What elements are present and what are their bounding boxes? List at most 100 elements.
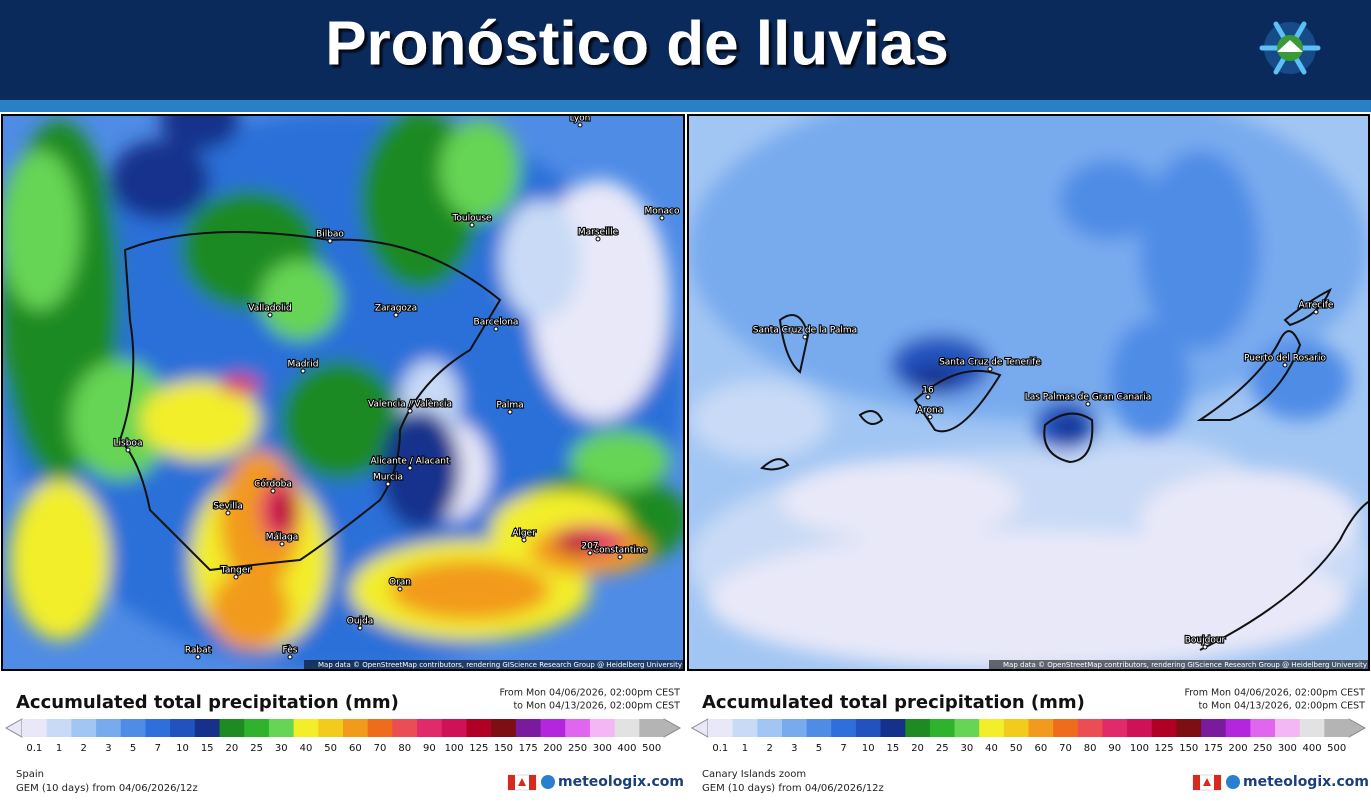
map-label: Tanger	[220, 566, 251, 576]
city-dot	[1313, 309, 1319, 315]
scale-cell	[1299, 719, 1325, 737]
map-label: Madrid	[288, 360, 319, 370]
scale-label: 7	[155, 743, 161, 754]
scale-label: 60	[1034, 743, 1047, 754]
precip-area	[690, 380, 830, 460]
precip-field	[688, 115, 1368, 670]
precip-area	[440, 120, 520, 220]
city-dot	[659, 215, 665, 221]
scale-cell	[905, 719, 931, 737]
scale-label: 0.1	[26, 743, 42, 754]
precip-area	[140, 380, 260, 460]
scale-cell	[268, 719, 295, 737]
scale-label: 50	[324, 743, 337, 754]
map-label: Fès	[283, 645, 298, 656]
scale-label: 25	[250, 743, 263, 754]
scale-cell	[1250, 719, 1276, 737]
scale-cell	[589, 719, 616, 737]
precip-area	[500, 200, 580, 320]
map-label: Valencia / València	[368, 399, 452, 410]
scale-cell	[855, 719, 882, 737]
map-label: Puerto del Rosario	[1244, 354, 1326, 364]
city-dot	[469, 222, 475, 228]
city-dot	[397, 586, 403, 592]
legend-title: Accumulated total precipitation (mm)	[702, 692, 1085, 713]
scale-label: 20	[226, 743, 239, 754]
scale-cell	[145, 719, 171, 737]
city-dot	[587, 550, 593, 556]
scale-cell	[71, 719, 97, 737]
coastline	[118, 231, 502, 572]
scale-label: 150	[1179, 743, 1198, 754]
precip-area	[110, 140, 210, 220]
scale-cell	[1275, 719, 1301, 737]
scale-label: 30	[960, 743, 973, 754]
city-dot	[267, 312, 273, 318]
city-dot	[927, 414, 933, 420]
map-label: Arrecife	[1299, 301, 1334, 311]
scale-cell	[441, 719, 467, 737]
map-label: Málaga	[266, 533, 299, 543]
header-title: Pronóstico de lluvias	[325, 9, 949, 78]
scale-cell	[781, 719, 808, 737]
scale-label: 90	[423, 743, 436, 754]
scale-cell	[1003, 719, 1029, 737]
scale-label: 200	[1229, 743, 1248, 754]
city-dot	[300, 368, 306, 374]
map-credit: Map data © OpenStreetMap contributors, r…	[1003, 661, 1367, 669]
header-strip	[0, 100, 1371, 112]
scale-cell	[194, 719, 221, 737]
city-dot	[1085, 401, 1091, 407]
scale-label: 20	[911, 743, 924, 754]
city-dot	[987, 366, 993, 372]
flag-right	[1214, 775, 1221, 790]
scale-label: 1	[742, 743, 748, 754]
precip-area	[275, 490, 295, 530]
city-dot	[617, 554, 623, 560]
date-from: From Mon 04/06/2026, 02:00pm CEST	[1184, 688, 1365, 699]
scale-label: 250	[1253, 743, 1272, 754]
scale-label: 10	[862, 743, 875, 754]
map-label: Barcelona	[474, 318, 519, 328]
region-name: Spain	[16, 769, 44, 780]
map-label: Oujda	[347, 617, 374, 627]
scale-label: 400	[1302, 743, 1321, 754]
scale-cell	[1201, 719, 1227, 737]
city-dot	[233, 574, 239, 580]
credit-bg	[304, 660, 684, 670]
scale-cell	[1053, 719, 1079, 737]
precip-area	[10, 480, 110, 640]
brand: meteologix.com	[1243, 774, 1369, 790]
scale-cell	[1077, 719, 1103, 737]
city-dot	[225, 510, 231, 516]
scale-cell	[120, 719, 146, 737]
scale-arrow-right	[1348, 718, 1367, 738]
city-dot	[270, 488, 276, 494]
precip-area	[1110, 320, 1190, 440]
map-label: Constantine	[593, 546, 648, 556]
city-dot	[125, 447, 131, 453]
scale-label: 0.1	[712, 743, 728, 754]
scale-label: 150	[494, 743, 513, 754]
city-dot	[521, 537, 527, 543]
map-label: Toulouse	[451, 214, 492, 224]
city-dot	[407, 408, 413, 414]
panel: Lyon Toulouse Marseille Monaco Bilbao Vallado…	[1, 114, 685, 794]
precip-area	[1250, 340, 1350, 420]
map-label: Palma	[496, 401, 523, 411]
scale-label: 1	[56, 743, 62, 754]
city-dot	[385, 481, 391, 487]
map-label: Murcia	[373, 473, 403, 483]
scale-cell	[540, 719, 566, 737]
map-label: Santa Cruz de la Palma	[753, 326, 857, 336]
scale-arrow-right	[663, 718, 682, 738]
scale-cell	[1225, 719, 1251, 737]
brand-icon	[541, 775, 555, 789]
city-dot	[595, 236, 601, 242]
precip-area	[210, 570, 290, 650]
map-label: Las Palmas de Gran Canaria	[1025, 393, 1152, 403]
map: Lyon Toulouse Marseille Monaco Bilbao Vallado…	[2, 115, 684, 670]
date-to: to Mon 04/13/2026, 02:00pm CEST	[513, 701, 680, 712]
map-label: Oran	[389, 578, 411, 588]
precip-area	[260, 260, 340, 340]
